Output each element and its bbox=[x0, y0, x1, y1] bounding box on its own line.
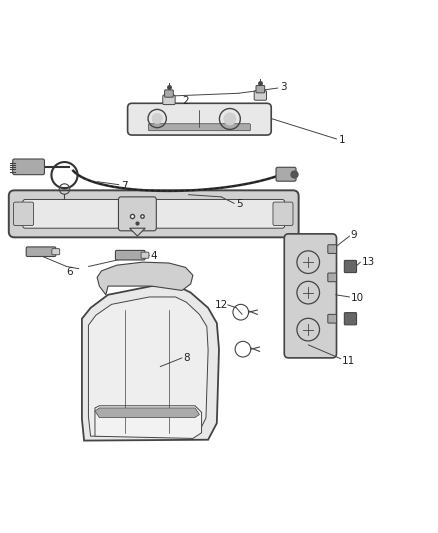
FancyBboxPatch shape bbox=[127, 103, 271, 135]
Text: 9: 9 bbox=[351, 230, 357, 240]
Text: 2: 2 bbox=[182, 96, 189, 106]
Circle shape bbox=[302, 256, 314, 268]
Text: 1: 1 bbox=[339, 135, 345, 146]
Polygon shape bbox=[88, 297, 208, 436]
Polygon shape bbox=[130, 228, 145, 236]
FancyBboxPatch shape bbox=[163, 95, 175, 104]
FancyBboxPatch shape bbox=[148, 124, 251, 131]
FancyBboxPatch shape bbox=[141, 252, 149, 258]
Circle shape bbox=[302, 287, 314, 298]
FancyBboxPatch shape bbox=[328, 245, 336, 254]
Text: 11: 11 bbox=[342, 357, 355, 366]
FancyBboxPatch shape bbox=[273, 202, 293, 225]
FancyBboxPatch shape bbox=[52, 249, 60, 255]
FancyBboxPatch shape bbox=[14, 202, 34, 225]
FancyBboxPatch shape bbox=[256, 85, 265, 93]
Circle shape bbox=[224, 113, 236, 125]
Text: 7: 7 bbox=[121, 181, 128, 191]
FancyBboxPatch shape bbox=[23, 199, 285, 228]
Text: 3: 3 bbox=[280, 82, 286, 92]
FancyBboxPatch shape bbox=[26, 247, 56, 256]
Circle shape bbox=[152, 114, 162, 124]
Polygon shape bbox=[97, 262, 193, 295]
Text: 13: 13 bbox=[362, 257, 375, 267]
FancyBboxPatch shape bbox=[165, 90, 173, 97]
Circle shape bbox=[302, 324, 314, 336]
Text: 8: 8 bbox=[183, 353, 190, 363]
FancyBboxPatch shape bbox=[328, 314, 336, 323]
FancyBboxPatch shape bbox=[254, 91, 267, 100]
FancyBboxPatch shape bbox=[344, 313, 357, 325]
FancyBboxPatch shape bbox=[13, 159, 45, 175]
FancyBboxPatch shape bbox=[276, 167, 296, 181]
Polygon shape bbox=[82, 286, 219, 441]
Polygon shape bbox=[95, 408, 199, 417]
FancyBboxPatch shape bbox=[118, 197, 156, 231]
Text: 4: 4 bbox=[151, 251, 157, 261]
Text: 10: 10 bbox=[351, 293, 364, 303]
FancyBboxPatch shape bbox=[116, 251, 145, 260]
Text: 12: 12 bbox=[215, 300, 228, 310]
FancyBboxPatch shape bbox=[9, 190, 299, 237]
Polygon shape bbox=[95, 406, 201, 439]
Text: 5: 5 bbox=[237, 199, 243, 209]
Text: 6: 6 bbox=[66, 267, 72, 277]
FancyBboxPatch shape bbox=[344, 261, 357, 272]
FancyBboxPatch shape bbox=[284, 234, 336, 358]
FancyBboxPatch shape bbox=[328, 273, 336, 282]
